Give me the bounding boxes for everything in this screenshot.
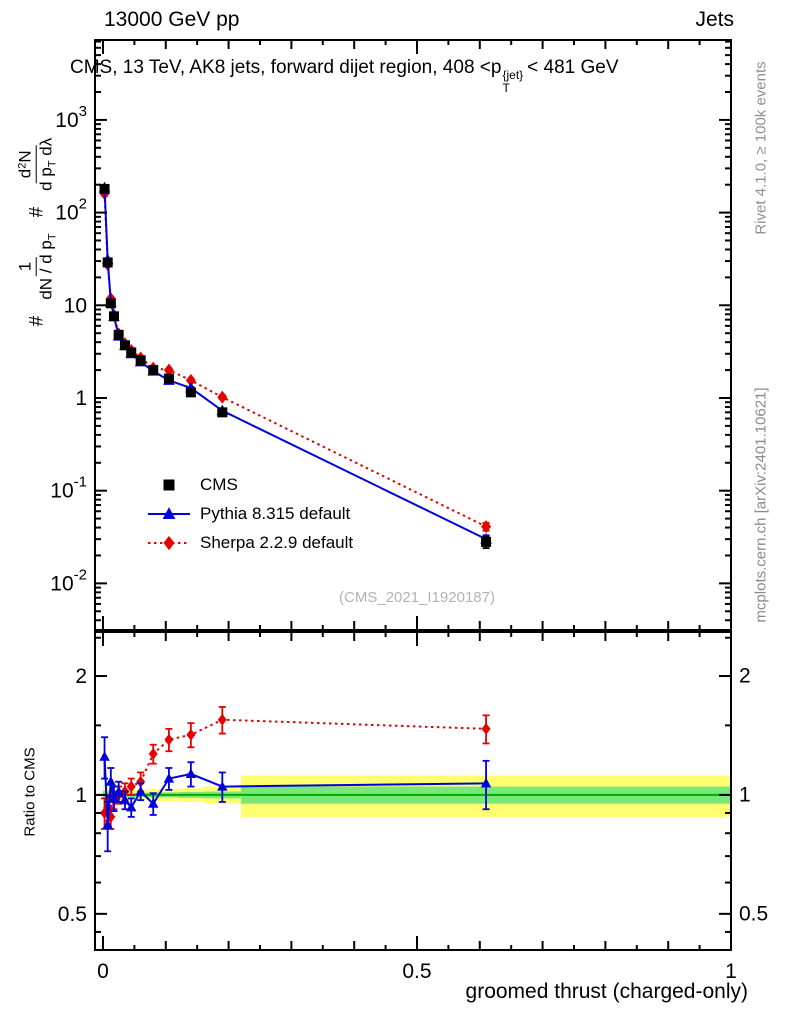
- svg-text:2: 2: [75, 665, 87, 688]
- legend-label: CMS: [200, 474, 238, 494]
- svg-text:2: 2: [739, 665, 751, 688]
- svg-text:102: 102: [55, 195, 87, 224]
- legend-marker-square-icon: [163, 479, 175, 490]
- x-axis-label: groomed thrust (charged-only): [465, 980, 748, 1003]
- svg-text:10-2: 10-2: [50, 566, 87, 595]
- svg-text:1: 1: [75, 783, 87, 806]
- svg-text:1: 1: [725, 960, 737, 983]
- legend-item: Pythia 8.315 default: [146, 499, 353, 528]
- y-axis-label-main: # 1 dN / d pT # d2N d pT dλ: [15, 137, 61, 327]
- pt-symbol: p {jet} T: [490, 57, 524, 95]
- svg-text:103: 103: [55, 102, 87, 131]
- analysis-id-watermark: (CMS_2021_I1920187): [339, 589, 495, 606]
- svg-text:1: 1: [739, 783, 751, 806]
- svg-text:10: 10: [64, 294, 87, 317]
- legend-marker-diamond-icon: [148, 535, 190, 550]
- svg-text:0.5: 0.5: [402, 960, 431, 983]
- fraction-d2n: d2N d pT dλ: [15, 137, 60, 191]
- svg-text:10-1: 10-1: [50, 473, 87, 502]
- legend-item: Sherpa 2.2.9 default: [146, 528, 353, 557]
- legend-item: CMS: [146, 470, 353, 499]
- svg-text:0.5: 0.5: [58, 902, 87, 925]
- mcplots-arxiv-note: mcplots.cern.ch [arXiv:2401.10621]: [752, 387, 770, 623]
- rivet-version-note: Rivet 4.1.0, ≥ 100k events: [752, 61, 770, 235]
- legend-label: Sherpa 2.2.9 default: [200, 532, 354, 552]
- hash-symbol: #: [26, 206, 48, 218]
- plot-title-post: < 481 GeV: [527, 57, 619, 78]
- beam-energy-label: 13000 GeV pp: [104, 8, 240, 31]
- plot-title: CMS, 13 TeV, AK8 jets, forward dijet reg…: [70, 57, 619, 94]
- svg-text:0: 0: [97, 960, 109, 983]
- legend-marker-triangle-icon: [148, 506, 190, 519]
- legend: CMS Pythia 8.315 default Sherpa 2.2.9 defa…: [146, 470, 353, 557]
- svg-text:1: 1: [75, 386, 87, 409]
- fraction-one-over-dndpt: 1 dN / d pT: [15, 233, 60, 300]
- y-axis-label-ratio: Ratio to CMS: [21, 747, 39, 837]
- svg-text:0.5: 0.5: [739, 902, 768, 925]
- analysis-category-label: Jets: [695, 8, 734, 31]
- legend-label: Pythia 8.315 default: [200, 503, 351, 523]
- hash-symbol: #: [26, 315, 48, 327]
- pt-superscript-subscript: {jet} T: [502, 68, 524, 95]
- plot-title-pre: CMS, 13 TeV, AK8 jets, forward dijet reg…: [70, 57, 491, 78]
